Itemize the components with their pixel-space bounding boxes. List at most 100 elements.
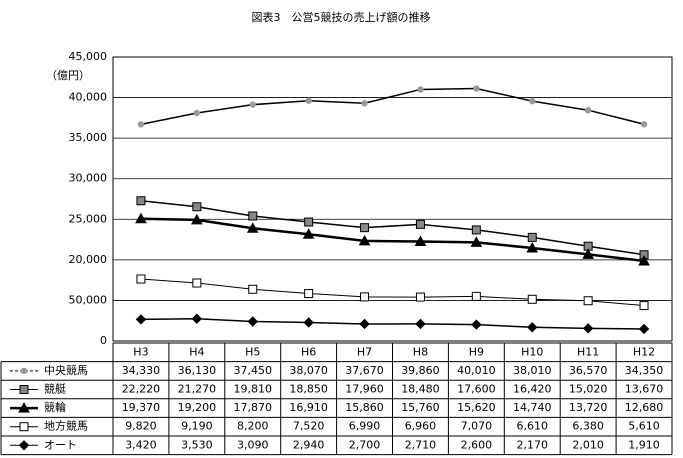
data-point — [415, 318, 426, 330]
data-point — [191, 213, 203, 225]
data-point — [135, 212, 147, 224]
table-value: 37,670 — [345, 364, 384, 377]
data-point — [415, 219, 425, 229]
data-point — [303, 317, 314, 328]
data-point — [191, 313, 203, 324]
legend-label: オート — [44, 438, 77, 451]
data-point — [304, 289, 314, 299]
table-value: 19,200 — [178, 401, 217, 414]
x-tick-label: H6 — [301, 345, 316, 358]
table-value: 18,850 — [289, 383, 328, 396]
table-value: 6,960 — [405, 420, 437, 433]
table-value: 7,070 — [461, 420, 493, 433]
data-point — [192, 202, 202, 212]
x-tick-label: H8 — [413, 345, 428, 358]
table-value: 2,600 — [461, 438, 493, 451]
data-point — [527, 322, 538, 333]
table-value: 17,600 — [457, 383, 496, 396]
x-tick-label: H12 — [633, 345, 655, 358]
table-value: 39,860 — [401, 364, 440, 377]
legend-marker — [18, 440, 30, 451]
series-line — [140, 87, 645, 126]
legend-label: 中央競馬 — [44, 363, 88, 377]
data-point — [470, 236, 483, 247]
table-value: 9,190 — [181, 420, 213, 433]
series-line — [140, 278, 645, 307]
table-value: 34,330 — [122, 364, 161, 377]
data-point — [302, 228, 315, 239]
table-value: 15,620 — [457, 401, 496, 414]
table-value: 37,450 — [234, 364, 273, 377]
y-tick-label: 0 — [100, 334, 107, 347]
table-value: 13,720 — [569, 401, 608, 414]
table-value: 13,670 — [625, 383, 664, 396]
table-value: 6,380 — [572, 420, 604, 433]
x-tick-label: H4 — [189, 345, 204, 358]
table-value: 1,910 — [628, 438, 660, 451]
table-value: 19,370 — [122, 401, 161, 414]
table-value: 36,570 — [569, 364, 608, 377]
table-value: 3,090 — [237, 438, 269, 451]
legend-marker — [20, 367, 28, 375]
data-point — [192, 278, 202, 288]
table-value: 2,940 — [293, 438, 325, 451]
y-tick-label: 35,000 — [69, 131, 108, 144]
y-tick-label: 50,000 — [69, 293, 108, 306]
y-tick-label: 40,000 — [69, 91, 108, 104]
table-value: 38,070 — [289, 364, 328, 377]
data-point — [249, 101, 256, 108]
table-value: 2,710 — [405, 438, 437, 451]
data-point — [471, 319, 482, 330]
table-value: 9,820 — [125, 420, 157, 433]
data-point — [137, 121, 145, 128]
table-value: 16,910 — [289, 401, 328, 414]
table-value: 3,530 — [181, 438, 213, 451]
legend-marker — [19, 422, 29, 432]
table-value: 3,420 — [125, 438, 157, 451]
data-point — [193, 109, 201, 117]
table-value: 2,170 — [517, 438, 549, 451]
y-tick-label: 45,000 — [69, 50, 108, 63]
legend-label: 競艇 — [44, 382, 66, 396]
data-point — [471, 291, 481, 301]
series-line — [140, 217, 645, 263]
data-point — [527, 232, 537, 242]
data-point — [360, 292, 370, 302]
table-value: 16,420 — [513, 383, 552, 396]
data-point — [638, 254, 650, 266]
table-value: 5,610 — [628, 420, 660, 433]
data-point — [305, 97, 312, 104]
table-value: 19,810 — [234, 383, 273, 396]
x-tick-label: H5 — [245, 345, 260, 358]
data-point — [529, 97, 536, 105]
table-value: 2,010 — [572, 438, 604, 451]
data-point — [527, 294, 537, 304]
x-tick-label: H11 — [577, 345, 599, 358]
data-point — [247, 316, 258, 327]
data-point — [304, 217, 314, 227]
chart-title: 図表3 公営5競技の売上げ額の推移 — [252, 10, 431, 24]
data-point — [361, 100, 368, 107]
data-point — [246, 222, 259, 233]
data-point — [360, 223, 370, 233]
series-line — [140, 317, 645, 330]
legend-label: 地方競馬 — [44, 419, 88, 433]
x-tick-label: H7 — [357, 345, 372, 358]
data-point — [248, 284, 258, 294]
data-point — [136, 274, 146, 284]
data-point — [639, 301, 649, 311]
data-point — [415, 292, 425, 302]
data-point — [358, 234, 371, 246]
table-value: 7,520 — [293, 420, 325, 433]
y-tick-label: 20,000 — [69, 253, 108, 266]
x-tick-label: H10 — [521, 345, 543, 358]
data-point — [359, 318, 370, 330]
table-value: 15,760 — [401, 401, 440, 414]
x-tick-label: H9 — [469, 345, 484, 358]
table-value: 12,680 — [625, 401, 664, 414]
table-value: 15,020 — [569, 383, 608, 396]
series-line — [140, 200, 645, 256]
data-point — [135, 314, 147, 325]
table-value: 6,990 — [349, 420, 381, 433]
